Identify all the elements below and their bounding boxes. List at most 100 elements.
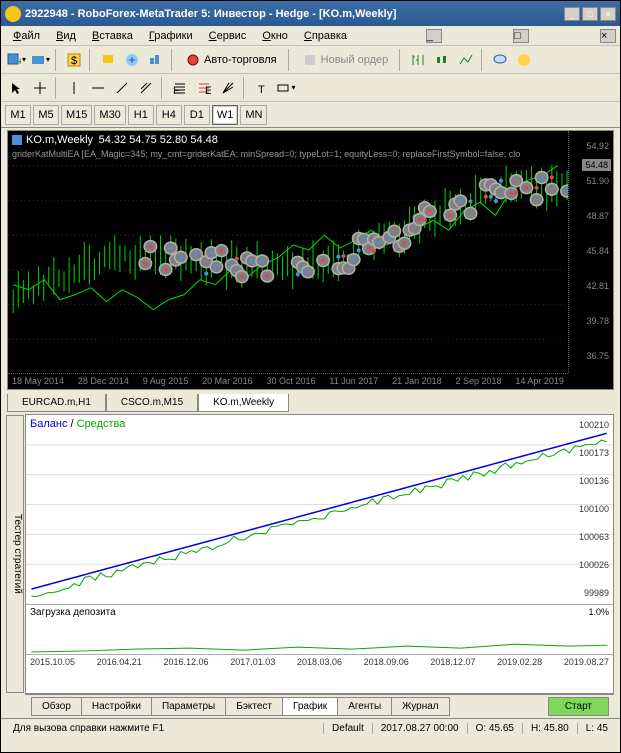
mql5-icon[interactable] bbox=[513, 49, 535, 71]
navigator-button[interactable] bbox=[97, 49, 119, 71]
menu-Вид[interactable]: Вид bbox=[48, 28, 84, 44]
equidistant-tool[interactable] bbox=[135, 77, 157, 99]
bal-y-label: 99989 bbox=[584, 588, 609, 598]
tester-side-label[interactable]: Тестер стратегий bbox=[6, 415, 24, 693]
chart-tab[interactable]: KO.m,Weekly bbox=[198, 394, 289, 412]
new-order-button[interactable]: Новый ордер bbox=[296, 49, 396, 71]
timeframe-M30[interactable]: M30 bbox=[94, 105, 125, 125]
y-label: 48.87 bbox=[586, 211, 609, 221]
bal-y-label: 100063 bbox=[579, 532, 609, 542]
menu-Справка[interactable]: Справка bbox=[296, 28, 355, 44]
bal-y-label: 100210 bbox=[579, 420, 609, 430]
new-chart-button[interactable]: +▾ bbox=[5, 49, 27, 71]
timeframe-bar: M1M5M15M30H1H4D1W1MN bbox=[1, 102, 620, 128]
menu-Файл[interactable]: Файл bbox=[5, 28, 48, 44]
status-help: Для вызова справки нажмите F1 bbox=[5, 723, 324, 734]
menu-Вставка[interactable]: Вставка bbox=[84, 28, 141, 44]
mdi-close-icon[interactable]: × bbox=[600, 29, 616, 43]
x-label: 11 Jun 2017 bbox=[329, 376, 378, 387]
mdi-restore-icon[interactable]: □ bbox=[513, 29, 529, 43]
toolbar-2: F E T ▾ bbox=[1, 74, 620, 102]
tester-x-label: 2019.08.27 bbox=[564, 657, 609, 671]
window-title: 2922948 - RoboForex-MetaTrader 5: Инвест… bbox=[25, 8, 562, 20]
title-bar: 2922948 - RoboForex-MetaTrader 5: Инвест… bbox=[1, 1, 620, 26]
x-label: 2 Sep 2018 bbox=[455, 376, 501, 387]
y-label: 54.92 bbox=[586, 141, 609, 151]
balance-chart[interactable]: Баланс / Средства 1002101001731001361001… bbox=[26, 415, 613, 605]
bal-y-label: 100173 bbox=[579, 448, 609, 458]
strategy-tester-button[interactable] bbox=[145, 49, 167, 71]
horizontal-line-tool[interactable] bbox=[87, 77, 109, 99]
autotrade-label: Авто-торговля bbox=[204, 54, 277, 66]
timeframe-M1[interactable]: M1 bbox=[5, 105, 31, 125]
tester-x-label: 2018.09.06 bbox=[364, 657, 409, 671]
vertical-line-tool[interactable] bbox=[63, 77, 85, 99]
timeframe-M5[interactable]: M5 bbox=[33, 105, 59, 125]
timeframe-W1[interactable]: W1 bbox=[212, 105, 239, 125]
price-chart[interactable]: KO.m,Weekly 54.32 54.75 52.80 54.48 grid… bbox=[7, 130, 614, 390]
close-button[interactable]: × bbox=[600, 7, 616, 21]
tester-tab-Журнал[interactable]: Журнал bbox=[391, 697, 450, 716]
tester-tab-Настройки[interactable]: Настройки bbox=[81, 697, 152, 716]
status-o: O: 45.65 bbox=[468, 723, 523, 734]
profiles-button[interactable]: ▾ bbox=[29, 49, 51, 71]
toolbar-1: +▾ ▾ $ Авто-торговля Новый ордер bbox=[1, 46, 620, 74]
status-date: 2017.08.27 00:00 bbox=[373, 723, 468, 734]
y-label: 45.84 bbox=[586, 246, 609, 256]
bal-y-label: 100026 bbox=[579, 560, 609, 570]
crosshair-tool[interactable] bbox=[29, 77, 51, 99]
minimize-button[interactable]: _ bbox=[564, 7, 580, 21]
chart-y-axis: 54.48 54.9251.9048.8745.8442.8139.7836.7… bbox=[568, 131, 613, 373]
maximize-button[interactable]: □ bbox=[582, 7, 598, 21]
tester-x-axis: 2015.10.052016.04.212016.12.062017.01.03… bbox=[26, 655, 613, 673]
x-label: 9 Aug 2015 bbox=[143, 376, 189, 387]
tester-pane: Тестер стратегий Баланс / Средства 10021… bbox=[25, 414, 614, 694]
trendline-tool[interactable] bbox=[111, 77, 133, 99]
svg-text:$: $ bbox=[71, 55, 77, 67]
tester-tab-Обзор[interactable]: Обзор bbox=[31, 697, 82, 716]
bar-chart-icon[interactable] bbox=[407, 49, 429, 71]
deposit-chart[interactable]: Загрузка депозита 1.0% bbox=[26, 605, 613, 655]
timeframe-M15[interactable]: M15 bbox=[61, 105, 92, 125]
svg-text:T: T bbox=[258, 84, 265, 95]
y-label: 36.75 bbox=[586, 351, 609, 361]
x-label: 28 Dec 2014 bbox=[78, 376, 129, 387]
objects-tool[interactable]: ▾ bbox=[275, 77, 297, 99]
fibonacci-tool[interactable]: F bbox=[169, 77, 191, 99]
gann-tool[interactable] bbox=[217, 77, 239, 99]
tester-x-label: 2015.10.05 bbox=[30, 657, 75, 671]
tester-tab-График[interactable]: График bbox=[282, 697, 338, 716]
chart-tab[interactable]: CSCO.m,M15 bbox=[106, 394, 198, 412]
tester-x-label: 2019.02.28 bbox=[497, 657, 542, 671]
svg-text:+: + bbox=[17, 56, 21, 68]
tester-tab-Агенты[interactable]: Агенты bbox=[337, 697, 392, 716]
cursor-tool[interactable] bbox=[5, 77, 27, 99]
timeframe-H4[interactable]: H4 bbox=[156, 105, 182, 125]
candle-chart-icon[interactable] bbox=[431, 49, 453, 71]
balance-y-axis: 1002101001731001361001001000631000269998… bbox=[569, 415, 613, 604]
timeframe-H1[interactable]: H1 bbox=[128, 105, 154, 125]
menu-Графики[interactable]: Графики bbox=[141, 28, 201, 44]
autotrade-button[interactable]: Авто-торговля bbox=[179, 49, 284, 71]
timeframe-MN[interactable]: MN bbox=[240, 105, 267, 125]
chat-icon[interactable] bbox=[489, 49, 511, 71]
menu-Окно[interactable]: Окно bbox=[254, 28, 296, 44]
tester-tabs: ОбзорНастройкиПараметрыБэктестГрафикАген… bbox=[25, 694, 614, 718]
deposit-label: Загрузка депозита bbox=[30, 607, 116, 618]
chart-x-axis: 18 May 201428 Dec 20149 Aug 201520 Mar 2… bbox=[8, 373, 568, 389]
price-badge: 54.48 bbox=[582, 159, 611, 171]
y-label: 51.90 bbox=[586, 176, 609, 186]
timeframe-D1[interactable]: D1 bbox=[184, 105, 210, 125]
tester-tab-Бэктест[interactable]: Бэктест bbox=[225, 697, 283, 716]
start-button[interactable]: Старт bbox=[548, 697, 609, 716]
line-chart-icon[interactable] bbox=[455, 49, 477, 71]
menu-items: ФайлВидВставкаГрафикиСервисОкноСправка bbox=[5, 28, 355, 44]
market-watch-button[interactable]: $ bbox=[63, 49, 85, 71]
andrews-fork-tool[interactable]: E bbox=[193, 77, 215, 99]
tester-tab-Параметры[interactable]: Параметры bbox=[151, 697, 226, 716]
text-tool[interactable]: T bbox=[251, 77, 273, 99]
chart-tab[interactable]: EURCAD.m,H1 bbox=[7, 394, 106, 412]
toolbox-button[interactable] bbox=[121, 49, 143, 71]
menu-Сервис[interactable]: Сервис bbox=[201, 28, 255, 44]
mdi-minimize-icon[interactable]: _ bbox=[426, 29, 442, 43]
